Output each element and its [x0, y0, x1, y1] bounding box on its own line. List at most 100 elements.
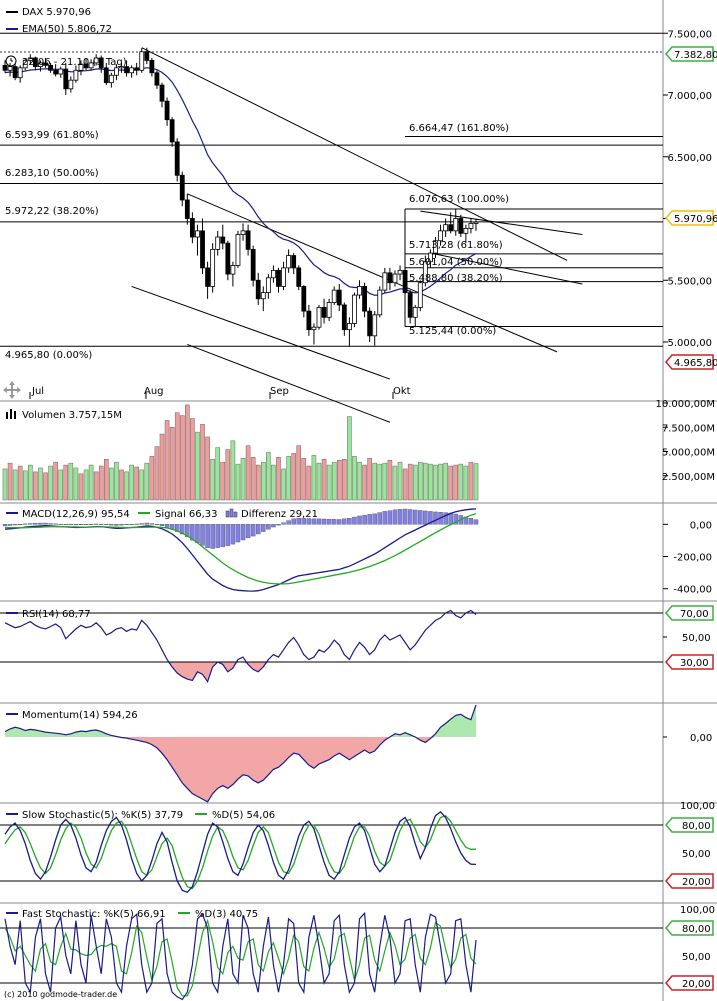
- candle-body: [281, 267, 286, 287]
- macd-histogram-bar: [443, 512, 448, 525]
- svg-text:70,00: 70,00: [680, 609, 709, 620]
- macd-histogram-bar: [129, 524, 134, 526]
- volume-y-tick-label: 7.500,00M: [662, 423, 715, 434]
- macd-legend-swatch: [6, 512, 18, 514]
- volume-bar: [291, 453, 296, 501]
- volume-bar: [250, 457, 256, 501]
- macd-histogram-bar: [418, 510, 423, 525]
- macd-histogram-bar: [407, 509, 413, 525]
- volume-bar: [372, 462, 377, 501]
- macd-histogram-bar: [271, 524, 276, 528]
- macd-histogram-bar: [326, 518, 332, 525]
- candle-body: [83, 63, 89, 69]
- volume-bar: [463, 465, 469, 501]
- volume-bar: [296, 445, 302, 501]
- macd-histogram-bar: [174, 524, 180, 532]
- volume-bar: [347, 416, 352, 501]
- candle-body: [43, 62, 48, 66]
- volume-bar: [316, 462, 322, 501]
- macd-histogram-bar: [144, 522, 150, 525]
- candle-body: [357, 286, 362, 296]
- rsi-tick-50: 50,00: [682, 633, 711, 644]
- fibonacci-lines: [0, 135, 663, 347]
- price-tag-high: 7.382,80: [665, 46, 717, 62]
- macd-histogram-bar: [28, 523, 33, 525]
- volume-bar: [83, 469, 89, 501]
- volume-bar: [154, 446, 160, 501]
- volume-bar: [48, 465, 53, 501]
- macd-histogram-bar: [88, 523, 94, 525]
- price-title-swatch: [6, 11, 18, 13]
- volume-bar: [326, 464, 332, 501]
- momentum-line: [4, 704, 477, 803]
- volume-bar: [169, 427, 175, 501]
- candle-body: [12, 66, 18, 79]
- fast-stochastic-panel: Fast Stochastic: %K(5) 66,91 %D(3) 40,75…: [0, 905, 715, 1001]
- price-tag-low: 4.965,80: [665, 354, 717, 370]
- macd-histogram-bar: [190, 524, 195, 541]
- upper-trend-line: [141, 47, 568, 261]
- volume-y-tick-label: 10.000,00M: [655, 399, 715, 410]
- trend-channel-lines: [131, 47, 583, 423]
- candle-body: [387, 272, 393, 284]
- candle-body: [119, 66, 124, 69]
- volume-bar: [271, 464, 276, 501]
- volume-bar: [412, 464, 418, 501]
- volume-bar: [245, 445, 251, 501]
- volume-bar: [240, 458, 246, 501]
- candle-body: [240, 230, 246, 235]
- volume-bar: [159, 433, 165, 501]
- slow-stoch-k-line: [4, 811, 477, 893]
- candle-body: [352, 294, 357, 324]
- volume-bar: [261, 461, 266, 501]
- price-y-tick-label: 5.500,00: [667, 276, 712, 287]
- volume-bar: [443, 462, 448, 501]
- candle-body: [98, 57, 104, 69]
- diff-label: Differenz 29,21: [241, 509, 318, 520]
- candle-body: [220, 236, 226, 244]
- macd-histogram-bar: [316, 518, 322, 525]
- macd-y-tick-label: -200,00: [673, 553, 712, 564]
- volume-bar: [58, 469, 63, 501]
- candle-body: [250, 248, 256, 281]
- macd-histogram-bar: [337, 519, 342, 525]
- price-y-tick-label: 7.500,00: [667, 29, 712, 40]
- price-y-tick-label: 7.000,00: [667, 91, 712, 102]
- move-icon[interactable]: [3, 381, 21, 399]
- volume-bar: [286, 456, 291, 501]
- candle-body: [22, 60, 28, 69]
- macd-histogram-bar: [245, 524, 251, 539]
- fast-k-legend-swatch: [6, 912, 18, 914]
- macd-histogram-bar: [306, 518, 312, 525]
- svg-text:30,00: 30,00: [680, 658, 709, 669]
- clock-icon: [5, 55, 17, 67]
- candle-body: [336, 289, 342, 306]
- macd-histogram-bar: [286, 520, 291, 525]
- volume-bar: [367, 458, 372, 501]
- rsi-line: [4, 609, 477, 683]
- candle-body: [134, 67, 140, 71]
- volume-bar: [331, 461, 337, 501]
- candle-body: [205, 267, 210, 287]
- rsi-tag-30: 30,00: [665, 654, 714, 670]
- volume-bar: [88, 464, 94, 501]
- candle-body: [377, 289, 383, 316]
- signal-label: Signal 66,33: [155, 509, 218, 520]
- diff-legend-icon: [225, 508, 238, 518]
- macd-histogram-bar: [235, 524, 241, 543]
- macd-histogram-bar: [397, 509, 403, 525]
- macd-histogram-bar: [43, 522, 48, 525]
- volume-bar: [185, 404, 190, 501]
- slow-stochastic-panel: Slow Stochastic(5): %K(5) 37,79 %D(5) 54…: [0, 801, 715, 893]
- volume-bar: [68, 462, 74, 501]
- fib-right-label-0: 5.125,44 (0.00%): [409, 326, 496, 337]
- price-tag-last: 5.970,96: [665, 210, 717, 226]
- ema-legend-swatch: [6, 28, 18, 30]
- candle-body: [311, 326, 317, 331]
- candle-body: [412, 307, 418, 318]
- x-tick-okt: Okt: [393, 386, 411, 397]
- price-y-tick-label: 5.000,00: [667, 338, 712, 349]
- volume-bar: [392, 465, 398, 501]
- slow-tick-100: 100,00: [680, 801, 715, 812]
- ema50-line: [4, 67, 477, 296]
